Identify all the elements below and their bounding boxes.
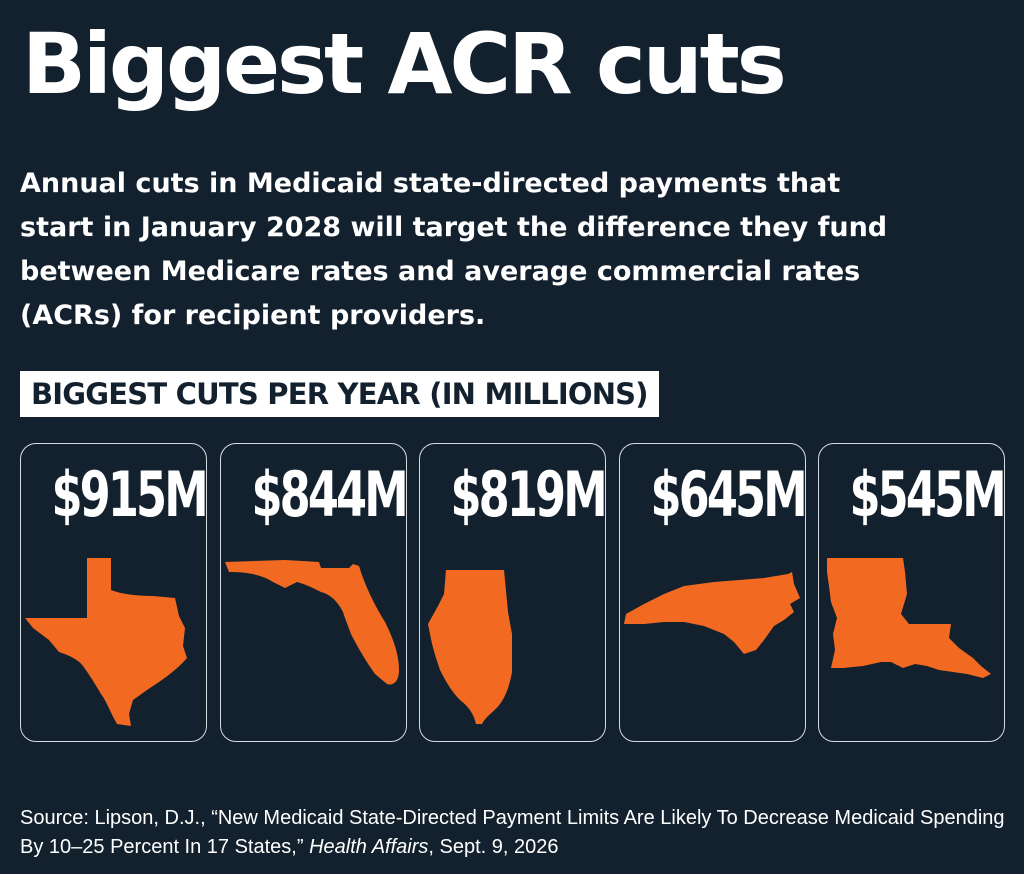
- cut-amount: $645M: [650, 458, 806, 531]
- state-card: $915M: [20, 443, 207, 742]
- cuts-cards: $915M $844M $819M $645M $545M: [20, 443, 1006, 744]
- source-note: Source: Lipson, D.J., “New Medicaid Stat…: [20, 804, 1010, 862]
- page-title: Biggest ACR cuts: [22, 15, 787, 113]
- cut-amount: $545M: [849, 458, 1005, 531]
- texas-icon: [25, 558, 187, 726]
- source-journal: Health Affairs: [309, 836, 429, 858]
- cut-amount: $819M: [450, 458, 606, 531]
- chart-title: BIGGEST CUTS PER YEAR (IN MILLIONS): [20, 371, 659, 417]
- state-shape: [225, 560, 399, 685]
- cut-amount: $844M: [251, 458, 407, 531]
- state-card: $645M: [619, 443, 806, 742]
- state-shape: [827, 558, 991, 678]
- illinois-icon: [428, 570, 512, 724]
- state-card: $819M: [419, 443, 606, 742]
- louisiana-icon: [827, 558, 991, 678]
- page-subtitle: Annual cuts in Medicaid state-directed p…: [20, 168, 888, 331]
- state-card: $545M: [818, 443, 1005, 742]
- cut-amount: $915M: [51, 458, 206, 531]
- source-suffix: , Sept. 9, 2026: [428, 836, 559, 858]
- state-card: $844M: [220, 443, 407, 742]
- florida-icon: [225, 560, 399, 685]
- source-prefix: Source: Lipson, D.J., “New Medicaid Stat…: [20, 807, 1005, 858]
- state-shape: [428, 570, 512, 724]
- state-shape: [25, 558, 187, 726]
- state-shape: [624, 572, 800, 654]
- north-carolina-icon: [624, 572, 800, 654]
